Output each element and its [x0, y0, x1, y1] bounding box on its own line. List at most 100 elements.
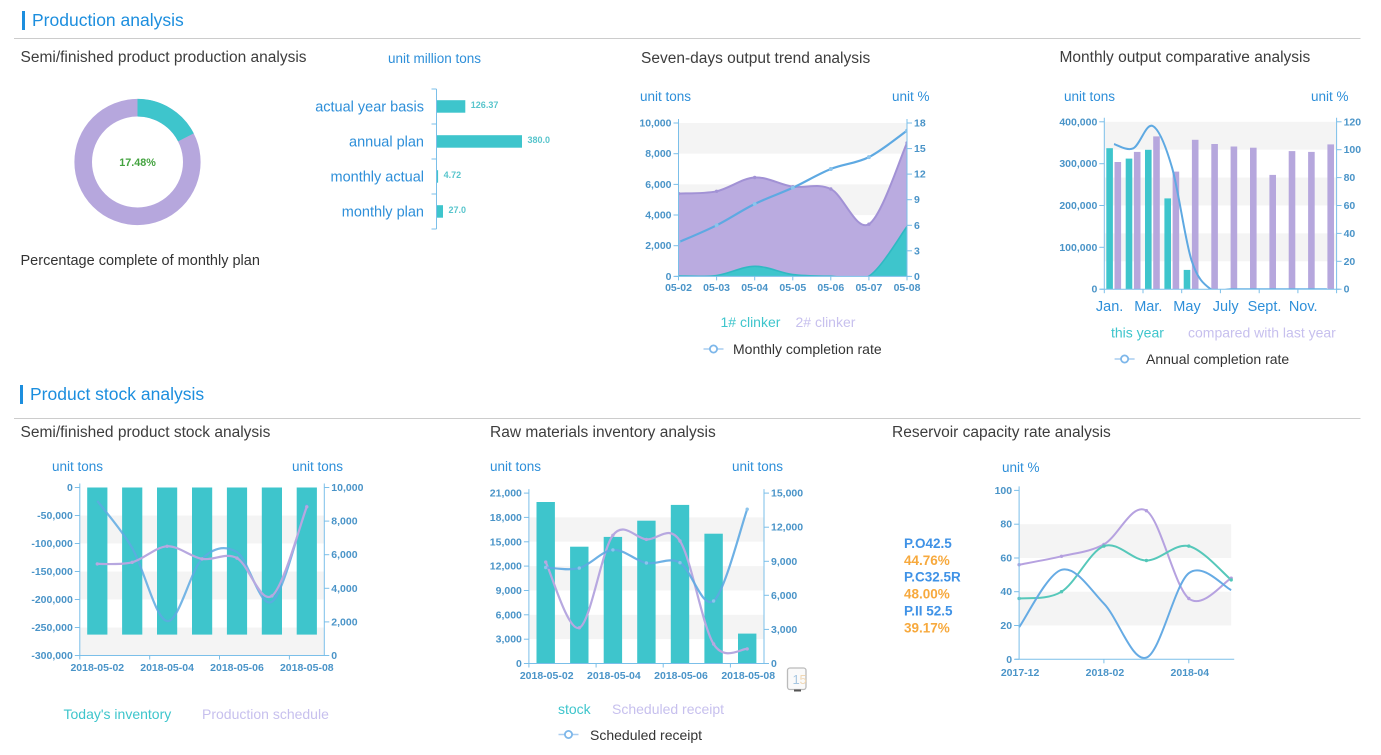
svg-text:39.17%: 39.17%	[904, 620, 950, 635]
svg-text:12: 12	[914, 169, 926, 181]
svg-text:Mar.: Mar.	[1134, 299, 1162, 315]
svg-text:6: 6	[914, 220, 920, 232]
svg-text:P.II 52.5: P.II 52.5	[904, 604, 953, 619]
svg-text:-50,000: -50,000	[37, 510, 73, 522]
svg-text:compared with last year: compared with last year	[1188, 325, 1336, 341]
svg-text:05-08: 05-08	[894, 282, 921, 294]
svg-text:Product stock analysis: Product stock analysis	[30, 384, 204, 404]
svg-text:July: July	[1213, 299, 1240, 315]
svg-text:Semi/finished product producti: Semi/finished product production analysi…	[21, 49, 307, 66]
svg-text:-100,000: -100,000	[31, 538, 73, 550]
svg-text:400,000: 400,000	[1059, 116, 1097, 128]
svg-text:20: 20	[1344, 256, 1356, 268]
svg-text:2# clinker: 2# clinker	[796, 314, 856, 330]
svg-text:unit tons: unit tons	[52, 459, 103, 474]
svg-text:4,000: 4,000	[645, 210, 671, 222]
svg-text:10,000: 10,000	[639, 118, 671, 130]
svg-text:Reservoir capacity rate analys: Reservoir capacity rate analysis	[892, 424, 1111, 441]
svg-text:05-05: 05-05	[779, 282, 806, 294]
svg-text:6,000: 6,000	[771, 590, 797, 602]
svg-text:15,000: 15,000	[771, 488, 803, 500]
svg-text:100,000: 100,000	[1059, 242, 1097, 254]
svg-text:1# clinker: 1# clinker	[721, 314, 781, 330]
svg-text:-200,000: -200,000	[31, 594, 73, 606]
svg-text:unit %: unit %	[1311, 89, 1349, 104]
svg-text:380.0: 380.0	[528, 135, 551, 145]
svg-text:Sept.: Sept.	[1248, 299, 1282, 315]
svg-text:actual year basis: actual year basis	[315, 100, 424, 116]
svg-text:05-02: 05-02	[665, 282, 692, 294]
svg-text:-150,000: -150,000	[31, 566, 73, 578]
svg-text:4,000: 4,000	[331, 583, 357, 595]
svg-text:-300,000: -300,000	[31, 650, 73, 662]
svg-text:unit %: unit %	[892, 89, 930, 104]
svg-text:80: 80	[1000, 519, 1012, 531]
svg-text:40: 40	[1344, 228, 1356, 240]
svg-text:2,000: 2,000	[331, 616, 357, 628]
svg-text:05-06: 05-06	[817, 282, 844, 294]
svg-text:2018-04: 2018-04	[1171, 667, 1210, 679]
svg-text:2018-05-02: 2018-05-02	[70, 662, 124, 674]
svg-text:300,000: 300,000	[1059, 158, 1097, 170]
svg-text:5: 5	[800, 672, 807, 687]
svg-text:unit tons: unit tons	[490, 459, 541, 474]
svg-text:Today's inventory: Today's inventory	[64, 706, 172, 722]
svg-text:Raw materials inventory analys: Raw materials inventory analysis	[490, 424, 716, 441]
svg-text:Semi/finished product stock an: Semi/finished product stock analysis	[21, 424, 271, 441]
svg-text:15: 15	[914, 143, 926, 155]
svg-text:2018-02: 2018-02	[1086, 667, 1125, 679]
svg-text:annual plan: annual plan	[349, 135, 424, 151]
svg-text:2018-05-02: 2018-05-02	[520, 670, 574, 682]
svg-text:unit tons: unit tons	[1064, 89, 1115, 104]
svg-text:05-07: 05-07	[855, 282, 882, 294]
svg-text:0: 0	[666, 271, 672, 283]
svg-text:unit %: unit %	[1002, 460, 1040, 475]
svg-text:stock: stock	[558, 701, 592, 717]
svg-text:6,000: 6,000	[496, 609, 522, 621]
svg-text:Scheduled receipt: Scheduled receipt	[590, 727, 702, 743]
svg-text:18: 18	[914, 118, 926, 130]
svg-text:0: 0	[914, 271, 920, 283]
svg-text:Percentage complete of monthly: Percentage complete of monthly plan	[21, 253, 260, 269]
svg-text:unit million tons: unit million tons	[388, 51, 481, 66]
svg-text:20: 20	[1000, 620, 1012, 632]
svg-text:unit tons: unit tons	[292, 459, 343, 474]
svg-text:12,000: 12,000	[490, 561, 522, 573]
svg-text:10,000: 10,000	[331, 482, 363, 494]
svg-text:2018-05-06: 2018-05-06	[654, 670, 708, 682]
svg-text:0: 0	[1344, 284, 1350, 296]
svg-text:200,000: 200,000	[1059, 200, 1097, 212]
svg-text:Production analysis: Production analysis	[32, 10, 184, 30]
svg-text:8,000: 8,000	[331, 516, 357, 528]
svg-text:05-03: 05-03	[703, 282, 730, 294]
svg-text:2017-12: 2017-12	[1001, 667, 1040, 679]
svg-text:0: 0	[516, 658, 522, 670]
svg-text:P.C32.5R: P.C32.5R	[904, 570, 961, 585]
svg-text:May: May	[1173, 299, 1201, 315]
svg-text:44.76%: 44.76%	[904, 553, 950, 568]
svg-text:2018-05-06: 2018-05-06	[210, 662, 264, 674]
svg-text:27.0: 27.0	[449, 205, 467, 215]
svg-text:6,000: 6,000	[645, 179, 671, 191]
svg-text:this year: this year	[1111, 325, 1164, 341]
svg-text:48.00%: 48.00%	[904, 587, 950, 602]
svg-text:Seven-days output trend analys: Seven-days output trend analysis	[641, 50, 870, 67]
svg-text:6,000: 6,000	[331, 549, 357, 561]
svg-text:unit tons: unit tons	[732, 459, 783, 474]
svg-text:2018-05-08: 2018-05-08	[721, 670, 775, 682]
svg-text:126.37: 126.37	[471, 100, 499, 110]
svg-text:4.72: 4.72	[444, 170, 462, 180]
svg-text:0: 0	[1006, 654, 1012, 666]
svg-text:60: 60	[1000, 553, 1012, 565]
svg-text:2,000: 2,000	[645, 240, 671, 252]
svg-text:40: 40	[1000, 586, 1012, 598]
svg-text:3,000: 3,000	[771, 624, 797, 636]
svg-text:0: 0	[771, 658, 777, 670]
svg-text:unit tons: unit tons	[640, 89, 691, 104]
svg-text:-250,000: -250,000	[31, 622, 73, 634]
svg-text:21,000: 21,000	[490, 488, 522, 500]
svg-text:17.48%: 17.48%	[119, 157, 156, 169]
svg-text:3,000: 3,000	[496, 634, 522, 646]
svg-text:05-04: 05-04	[741, 282, 768, 294]
svg-text:100: 100	[1344, 144, 1362, 156]
